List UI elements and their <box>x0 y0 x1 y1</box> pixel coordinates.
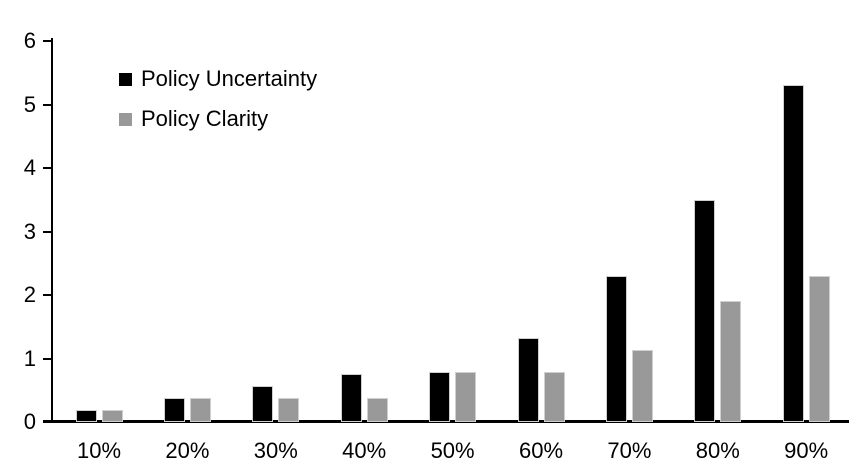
legend-swatch-black-square-icon <box>119 72 132 86</box>
y-axis-tick-label: 6 <box>23 28 36 53</box>
x-axis-tick-label: 30% <box>253 438 298 463</box>
legend-label: Policy Uncertainty <box>141 66 318 91</box>
y-axis-tick-label: 0 <box>23 409 36 434</box>
bar-policy-uncertainty-30% <box>252 385 274 422</box>
y-axis-tick-label: 1 <box>23 345 36 371</box>
bar-policy-clarity-20% <box>189 397 211 422</box>
legend-label: Policy Clarity <box>141 106 269 131</box>
x-axis-tick-label: 10% <box>76 438 122 463</box>
legend-item-policy-clarity: Policy Clarity <box>119 104 317 134</box>
y-axis-tick <box>43 357 52 360</box>
y-axis-tick <box>43 294 52 296</box>
y-axis-tick-label: 2 <box>23 282 36 307</box>
bar-policy-uncertainty-60% <box>517 337 539 422</box>
legend-item-policy-uncertainty: Policy Uncertainty <box>119 64 317 94</box>
x-axis-tick-label: 60% <box>518 438 564 463</box>
y-axis-tick <box>43 230 52 233</box>
bar-policy-clarity-70% <box>631 350 653 422</box>
y-axis-tick <box>43 421 52 423</box>
bar-policy-uncertainty-40% <box>340 373 362 422</box>
bar-policy-uncertainty-70% <box>605 275 627 422</box>
x-axis-tick-label: 20% <box>165 438 210 463</box>
bar-policy-uncertainty-20% <box>163 397 185 422</box>
bar-policy-clarity-80% <box>720 301 742 422</box>
y-axis-tick-label: 5 <box>23 91 36 117</box>
bar-policy-uncertainty-10% <box>75 409 97 422</box>
y-axis-tick <box>43 103 52 106</box>
bar-policy-uncertainty-50% <box>429 372 451 422</box>
y-axis-tick <box>43 40 52 42</box>
bar-policy-uncertainty-90% <box>782 85 804 422</box>
y-axis-tick <box>43 167 52 169</box>
x-axis-tick-label: 40% <box>342 438 387 463</box>
bar-policy-uncertainty-80% <box>694 199 716 422</box>
legend-swatch-gray-square-icon <box>119 112 132 126</box>
x-axis-tick-label: 80% <box>695 438 740 463</box>
bar-policy-clarity-50% <box>455 372 477 422</box>
y-axis-line <box>51 38 53 423</box>
bar-policy-clarity-40% <box>366 397 388 422</box>
bar-policy-clarity-30% <box>278 397 300 422</box>
y-axis-tick-label: 3 <box>23 218 36 244</box>
x-axis-tick-label: 90% <box>784 438 829 463</box>
legend: Policy Uncertainty Policy Clarity <box>119 64 317 144</box>
bar-policy-clarity-10% <box>101 409 123 422</box>
x-axis-tick-label: 70% <box>607 438 652 463</box>
x-axis-tick-label: 50% <box>430 438 475 463</box>
bar-policy-clarity-60% <box>543 372 565 422</box>
bar-policy-clarity-90% <box>808 275 830 422</box>
y-axis-tick-label: 4 <box>23 155 36 180</box>
